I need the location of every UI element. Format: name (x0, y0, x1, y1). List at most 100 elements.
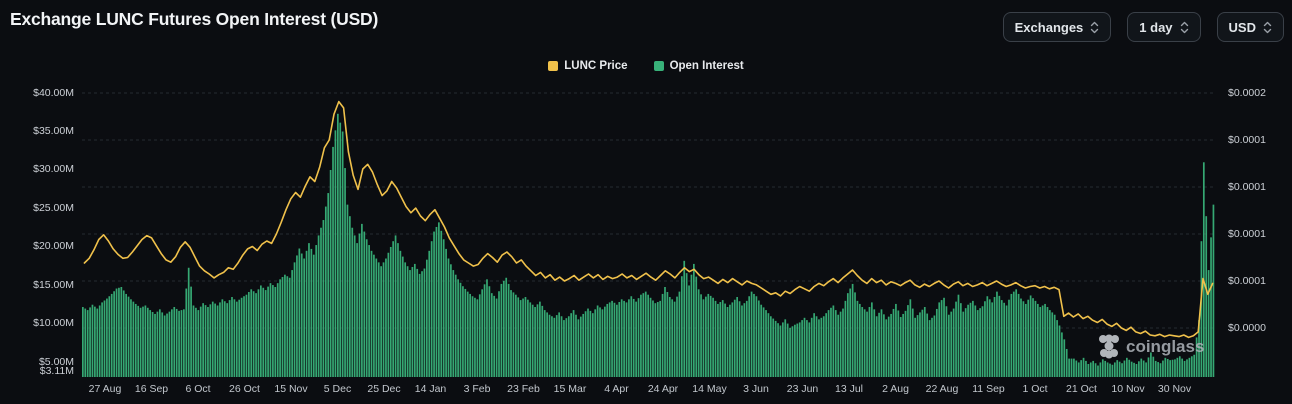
open-interest-bar (683, 260, 686, 377)
open-interest-bar (1068, 358, 1070, 377)
open-interest-bar (868, 307, 871, 377)
open-interest-bar (1116, 360, 1119, 377)
open-interest-bar (591, 313, 594, 377)
open-interest-bar (1176, 357, 1179, 377)
open-interest-bar (1104, 360, 1107, 377)
open-interest-bar (1169, 360, 1171, 377)
open-interest-bar (490, 293, 493, 377)
open-interest-bar (156, 311, 159, 377)
open-interest-bar (502, 280, 505, 377)
open-interest-bar (604, 306, 606, 377)
open-interest-bar (700, 294, 702, 377)
y-axis-left-label: $15.00M (33, 278, 74, 291)
open-interest-bar (871, 302, 873, 377)
open-interest-bar (1207, 270, 1210, 377)
open-interest-bar (589, 310, 592, 377)
open-interest-bar (158, 309, 161, 377)
open-interest-bar (822, 316, 825, 377)
open-interest-bar (579, 316, 582, 377)
open-interest-bar (274, 287, 277, 377)
open-interest-bar (317, 235, 320, 377)
open-interest-bar (187, 267, 190, 377)
open-interest-bar (1056, 320, 1058, 377)
open-interest-bar (211, 301, 214, 377)
open-interest-bar (652, 300, 654, 377)
open-interest-bar (226, 303, 229, 377)
exchanges-dropdown[interactable]: Exchanges (1002, 12, 1112, 42)
open-interest-bar (541, 305, 544, 377)
open-interest-bar (1039, 307, 1042, 377)
open-interest-bar (1044, 303, 1046, 377)
open-interest-bar (897, 310, 900, 377)
open-interest-bar (673, 301, 676, 377)
x-axis-date-label: 23 Feb (507, 383, 540, 395)
open-interest-bar (1202, 162, 1205, 377)
open-interest-bar (1109, 363, 1111, 377)
open-interest-bar (548, 314, 551, 377)
open-interest-bar (654, 303, 657, 377)
open-interest-bar (339, 122, 342, 377)
open-interest-bar (178, 310, 180, 377)
currency-dropdown[interactable]: USD (1216, 12, 1284, 42)
chart-controls: Exchanges 1 day USD (1002, 12, 1284, 42)
open-interest-bar (185, 288, 188, 377)
open-interest-bar (291, 270, 293, 377)
open-interest-bar (1123, 360, 1126, 377)
open-interest-bar (334, 130, 337, 377)
open-interest-bar (1092, 360, 1095, 377)
open-interest-bar (416, 268, 419, 377)
open-interest-bar (950, 311, 953, 377)
open-interest-bar (1010, 293, 1013, 377)
open-interest-bar (101, 302, 103, 377)
open-interest-bar (149, 310, 152, 377)
open-interest-bar (676, 296, 678, 377)
currency-dropdown-label: USD (1228, 19, 1256, 35)
legend-item-open-interest[interactable]: Open Interest (653, 60, 744, 72)
open-interest-bar (235, 301, 238, 377)
open-interest-bar (1017, 293, 1020, 377)
open-interest-bar (1147, 357, 1150, 377)
open-interest-bar (139, 307, 142, 377)
open-interest-bar (284, 274, 286, 377)
open-interest-bar (1157, 362, 1159, 377)
open-interest-bar (623, 300, 625, 377)
open-interest-bar (705, 296, 707, 377)
x-axis-date-label: 16 Sep (134, 383, 169, 395)
open-interest-bar (505, 277, 508, 377)
open-interest-bar (664, 287, 666, 377)
open-interest-bar (981, 306, 984, 377)
open-interest-bar (928, 320, 931, 377)
open-interest-bar (233, 299, 236, 377)
open-interest-bar (943, 297, 945, 377)
open-interest-bar (409, 270, 411, 377)
updown-chevron-icon (1091, 21, 1099, 33)
open-interest-bar (762, 307, 765, 377)
open-interest-bar (601, 309, 604, 377)
open-interest-bar (849, 288, 852, 377)
y-axis-right-label: $0.0002 (1228, 86, 1266, 99)
open-interest-bar (892, 308, 895, 377)
open-interest-bar (481, 289, 484, 377)
open-interest-bar (517, 297, 520, 377)
open-interest-bar (861, 307, 864, 377)
open-interest-bar (996, 291, 998, 377)
open-interest-bar (851, 283, 854, 377)
open-interest-bar (947, 314, 950, 377)
open-interest-bar (784, 319, 787, 377)
open-interest-bar (1075, 360, 1078, 377)
legend-item-lunc-price[interactable]: LUNC Price (548, 60, 628, 72)
open-interest-bar (808, 322, 811, 377)
open-interest-bar (529, 302, 532, 377)
open-interest-bar (171, 309, 173, 377)
x-axis-date-label: 11 Sep (972, 383, 1005, 395)
open-interest-bar (120, 287, 123, 377)
y-axis-right-label: $0.0000 (1228, 321, 1266, 334)
open-interest-bar (488, 286, 491, 377)
open-interest-bar (279, 279, 281, 377)
open-interest-bar (411, 266, 414, 377)
open-interest-bar (909, 299, 912, 377)
open-interest-bar (1070, 358, 1073, 377)
interval-dropdown[interactable]: 1 day (1127, 12, 1201, 42)
